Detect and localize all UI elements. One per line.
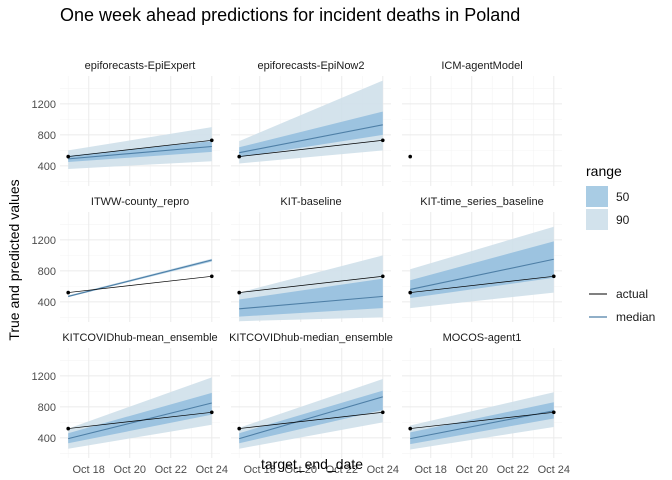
facet-title: epiforecasts-EpiExpert bbox=[85, 60, 196, 72]
actual-line bbox=[68, 411, 212, 429]
y-tick-label: 400 bbox=[38, 161, 56, 173]
band-50 bbox=[68, 392, 212, 444]
x-tick-label: Oct 22 bbox=[326, 464, 358, 476]
median-line bbox=[68, 259, 212, 297]
x-tick-label: Oct 24 bbox=[196, 464, 228, 476]
y-axis-label: True and predicted values bbox=[6, 179, 22, 340]
legend-label-median: median bbox=[616, 310, 655, 324]
y-tick-label: 1200 bbox=[32, 99, 56, 111]
legend-swatch-50 bbox=[586, 186, 608, 207]
actual-point bbox=[408, 290, 413, 295]
x-tick-label: Oct 20 bbox=[456, 464, 488, 476]
facet-panel: KITCOVIDhub-median_ensemble bbox=[229, 332, 393, 458]
facet-panel: KIT-baseline bbox=[231, 196, 391, 322]
actual-point bbox=[380, 410, 385, 415]
y-tick-label: 400 bbox=[38, 297, 56, 309]
legend-range-title: range bbox=[586, 163, 622, 179]
actual-point bbox=[551, 274, 556, 279]
x-tick-label: Oct 22 bbox=[155, 464, 187, 476]
actual-point bbox=[66, 426, 71, 431]
facet-title: KIT-time_series_baseline bbox=[420, 196, 544, 208]
facet-panel: epiforecasts-EpiExpert 400 800 1200 bbox=[32, 60, 220, 186]
median-line bbox=[410, 258, 554, 291]
median-line bbox=[239, 295, 383, 310]
y-tick-label: 1200 bbox=[32, 371, 56, 383]
x-tick-label: Oct 24 bbox=[367, 464, 399, 476]
actual-point bbox=[209, 138, 214, 143]
facet-title: KITCOVIDhub-mean_ensemble bbox=[62, 332, 217, 344]
actual-point bbox=[551, 410, 556, 415]
facet-title: MOCOS-agent1 bbox=[443, 332, 522, 344]
median-line bbox=[68, 402, 212, 440]
facet-panel: KITCOVIDhub-mean_ensemble 400 800 1200 bbox=[32, 332, 220, 458]
facet-title: KIT-baseline bbox=[280, 196, 341, 208]
x-tick-label: Oct 18 bbox=[73, 464, 105, 476]
actual-line bbox=[68, 139, 212, 157]
actual-line bbox=[410, 411, 554, 429]
x-tick-label: Oct 20 bbox=[114, 464, 146, 476]
y-tick-label: 1200 bbox=[32, 235, 56, 247]
actual-point bbox=[408, 426, 413, 431]
legend-label-50: 50 bbox=[616, 190, 630, 204]
facet-panel: KIT-time_series_baseline bbox=[402, 196, 562, 322]
facet-title: ITWW-county_repro bbox=[91, 196, 189, 208]
actual-line bbox=[239, 139, 383, 157]
x-tick-label: Oct 18 bbox=[244, 464, 276, 476]
legend-label-90: 90 bbox=[616, 213, 630, 227]
facet-title: epiforecasts-EpiNow2 bbox=[258, 60, 365, 72]
y-tick-label: 800 bbox=[38, 266, 56, 278]
legend-swatch-90 bbox=[586, 209, 608, 230]
y-tick-label: 400 bbox=[38, 433, 56, 445]
actual-point bbox=[408, 154, 413, 159]
facet-title: KITCOVIDhub-median_ensemble bbox=[229, 332, 393, 344]
actual-point bbox=[380, 138, 385, 143]
band-50 bbox=[410, 402, 554, 445]
median-line bbox=[68, 145, 212, 160]
median-line bbox=[239, 124, 383, 154]
x-tick-label: Oct 18 bbox=[415, 464, 447, 476]
actual-line bbox=[239, 275, 383, 293]
legend-label-actual: actual bbox=[616, 287, 648, 301]
band-50 bbox=[239, 278, 383, 317]
x-tick-label: Oct 20 bbox=[285, 464, 317, 476]
band-50 bbox=[410, 241, 554, 298]
x-axis-tick-labels: Oct 18 Oct 20 Oct 22 Oct 24 Oct 18 Oct 20 Oct … bbox=[73, 464, 570, 476]
actual-point bbox=[237, 290, 242, 295]
median-line bbox=[410, 410, 554, 440]
median-line bbox=[239, 396, 383, 440]
actual-point bbox=[237, 426, 242, 431]
band-50 bbox=[239, 390, 383, 444]
actual-point bbox=[209, 274, 214, 279]
y-tick-label: 800 bbox=[38, 130, 56, 142]
y-tick-label: 800 bbox=[38, 402, 56, 414]
x-tick-label: Oct 22 bbox=[497, 464, 529, 476]
panel-background bbox=[402, 76, 562, 186]
facet-panels: epiforecasts-EpiExpert4008001200epiforec… bbox=[32, 60, 562, 458]
facet-title: ICM-agentModel bbox=[441, 60, 522, 72]
actual-point bbox=[380, 274, 385, 279]
actual-line bbox=[239, 411, 383, 429]
actual-point bbox=[209, 410, 214, 415]
chart-title: One week ahead predictions for incident … bbox=[60, 5, 520, 25]
panel-background bbox=[60, 212, 220, 322]
actual-point bbox=[66, 154, 71, 159]
actual-line bbox=[410, 275, 554, 293]
facet-panel: epiforecasts-EpiNow2 bbox=[231, 60, 391, 186]
facet-panel: ITWW-county_repro 400 800 1200 bbox=[32, 196, 220, 322]
actual-line bbox=[68, 275, 212, 293]
band-50 bbox=[68, 141, 212, 162]
x-tick-label: Oct 24 bbox=[538, 464, 570, 476]
x-axis-label: target_end_date bbox=[261, 456, 363, 472]
facet-panel: ICM-agentModel bbox=[402, 60, 562, 186]
legend: range 50 90 actual median bbox=[586, 163, 655, 324]
facet-panel: MOCOS-agent1 bbox=[402, 332, 562, 458]
actual-point bbox=[66, 290, 71, 295]
actual-point bbox=[237, 154, 242, 159]
